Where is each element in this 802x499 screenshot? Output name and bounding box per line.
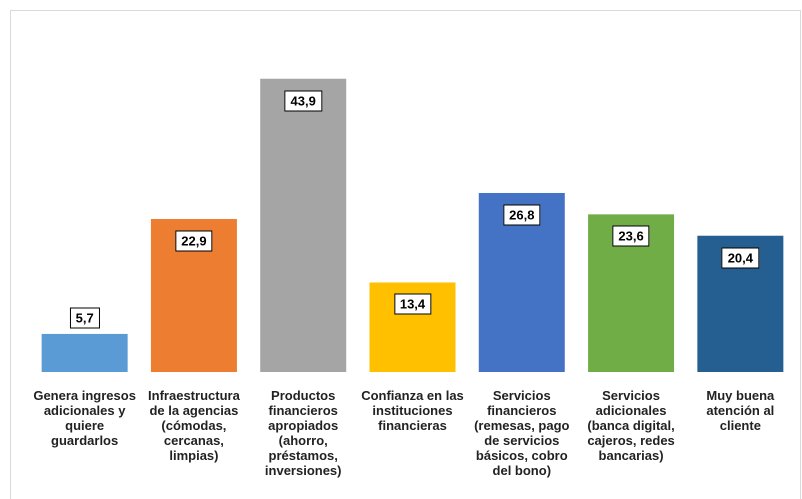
x-tick-label: Servicios financieros (remesas, pago de … bbox=[474, 388, 570, 478]
bar bbox=[41, 333, 128, 372]
data-label: 13,4 bbox=[393, 293, 432, 315]
data-label: 26,8 bbox=[503, 204, 541, 226]
chart-border bbox=[10, 10, 801, 499]
x-tick-label: Genera ingresos adicionales y quiere gua… bbox=[33, 388, 136, 448]
x-tick-label: Muy buena atención al cliente bbox=[706, 388, 775, 433]
x-tick-label: Servicios adicionales (banca digital, ca… bbox=[587, 388, 675, 463]
bar bbox=[260, 78, 347, 373]
data-label: 20,4 bbox=[721, 247, 759, 269]
x-tick-label: Confianza en las instituciones financier… bbox=[361, 388, 464, 433]
x-tick-label: Infraestructura de la agencias (cómodas,… bbox=[148, 388, 240, 463]
x-tick-label: Productos financieros apropiados (ahorro… bbox=[264, 388, 342, 478]
data-label: 5,7 bbox=[69, 307, 100, 329]
data-label: 43,9 bbox=[284, 90, 322, 112]
data-label: 23,6 bbox=[612, 225, 650, 247]
data-label: 22,9 bbox=[175, 230, 213, 252]
